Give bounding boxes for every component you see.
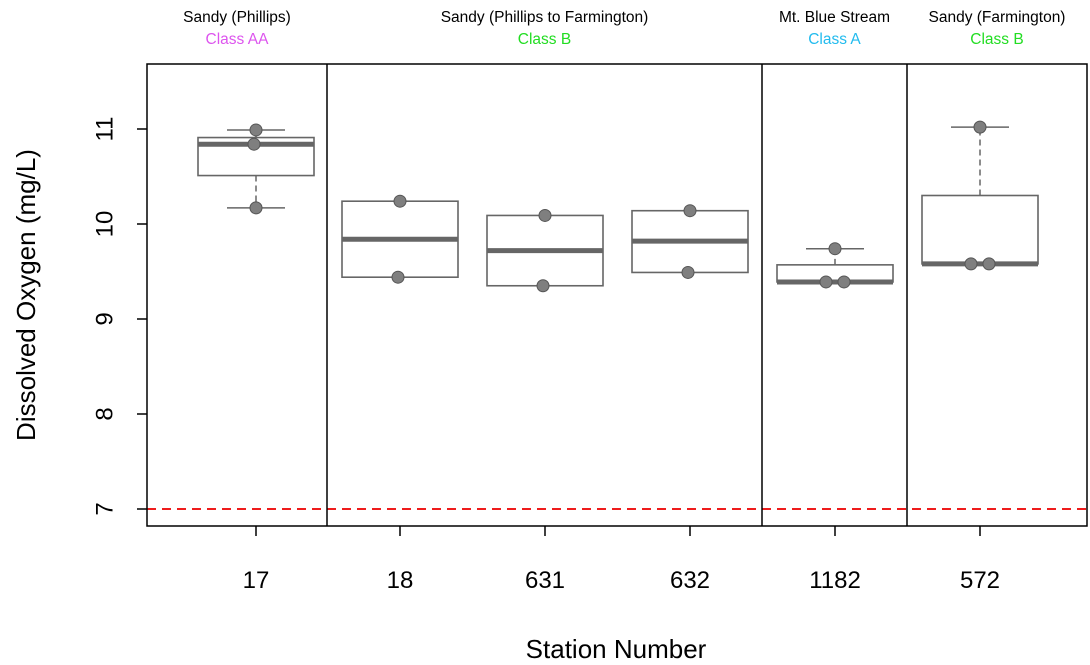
segment-name: Sandy (Farmington) — [929, 9, 1066, 26]
data-point — [819, 275, 833, 289]
x-tick-label: 17 — [243, 567, 270, 594]
segment-class: Class A — [808, 31, 861, 48]
data-point — [393, 194, 407, 208]
box-station-1182 — [776, 242, 894, 289]
x-axis-title: Station Number — [526, 634, 707, 664]
data-point — [538, 208, 552, 222]
segment-name: Sandy (Phillips) — [183, 9, 291, 26]
data-point — [973, 120, 987, 134]
y-tick-label: 7 — [91, 502, 118, 515]
y-tick-label: 11 — [91, 117, 118, 142]
box-station-631 — [486, 208, 604, 293]
data-point — [536, 279, 550, 293]
segment-class: Class B — [970, 31, 1023, 48]
box-station-572 — [921, 120, 1039, 271]
x-axis: 17 18 631 632 1182 572 — [243, 526, 1000, 594]
segment-class: Class AA — [206, 31, 270, 48]
x-tick-label: 18 — [387, 567, 414, 594]
segment-name: Mt. Blue Stream — [779, 9, 890, 26]
plot-border — [146, 63, 1088, 527]
data-point — [683, 204, 697, 218]
data-point — [681, 265, 695, 279]
data-point — [837, 275, 851, 289]
data-point — [247, 137, 261, 151]
y-tick-label: 9 — [91, 312, 118, 325]
boxes-layer — [197, 120, 1039, 293]
x-tick-label: 1182 — [809, 567, 861, 594]
y-tick-label: 8 — [91, 407, 118, 420]
x-tick-label: 572 — [960, 567, 1000, 594]
box-station-632 — [631, 204, 749, 279]
y-axis: 7 8 9 10 11 — [91, 117, 147, 516]
segment-headers: Sandy (Phillips) Class AA Sandy (Phillips … — [183, 9, 1065, 48]
x-tick-label: 631 — [525, 567, 565, 594]
segment-name: Sandy (Phillips to Farmington) — [441, 9, 649, 26]
data-point — [391, 270, 405, 284]
data-point — [828, 242, 842, 256]
y-axis-title: Dissolved Oxygen (mg/L) — [11, 149, 41, 441]
data-point — [964, 257, 978, 271]
box-iqr — [921, 194, 1039, 265]
box-iqr — [776, 264, 894, 283]
data-point — [249, 201, 263, 215]
plot-frame — [146, 63, 1088, 527]
data-point — [249, 123, 263, 137]
segment-class: Class B — [518, 31, 571, 48]
box-station-17 — [197, 123, 315, 215]
box-station-18 — [341, 194, 459, 284]
y-tick-label: 10 — [91, 211, 118, 238]
data-point — [982, 257, 996, 271]
x-tick-label: 632 — [670, 567, 710, 594]
